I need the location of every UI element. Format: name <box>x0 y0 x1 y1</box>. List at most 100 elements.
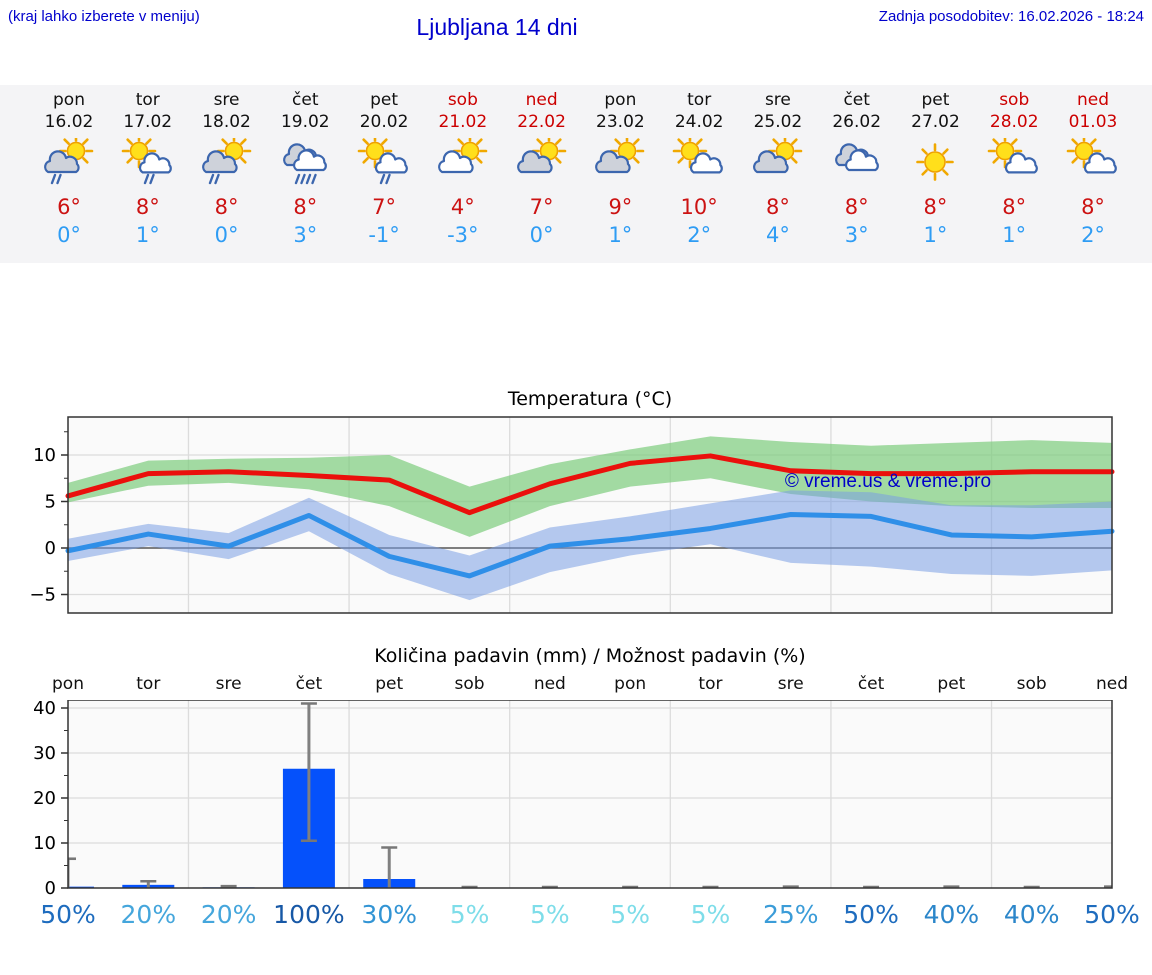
day-column: ned 01.03 8° 2° <box>1053 85 1133 249</box>
day-column: čet 19.02 8° 3° <box>265 85 345 249</box>
probability-label: 40% <box>1003 900 1060 929</box>
weather-icon-sun-cloud <box>516 133 566 174</box>
sun-ray <box>791 138 798 145</box>
y-tick-label: 30 <box>33 743 56 764</box>
day-date-label: 22.02 <box>517 112 566 132</box>
day-name-label: ned <box>525 90 558 110</box>
high-temp-label: 8° <box>135 195 160 219</box>
precip-day-label: pon <box>614 674 647 694</box>
day-icon-cell <box>187 133 267 190</box>
day-column: sre 25.02 8° 4° <box>738 85 818 249</box>
high-temp-label: 8° <box>293 195 318 219</box>
day-column: sre 18.02 8° 0° <box>187 85 267 249</box>
sun-ray <box>126 157 133 164</box>
sun-ray <box>921 169 929 176</box>
cloud-icon <box>293 149 328 172</box>
low-temp-label: 2° <box>1081 223 1105 247</box>
sun-ray <box>696 138 703 145</box>
sun-ray <box>82 138 89 145</box>
temp-line-min-temp <box>65 512 1115 579</box>
watermark-link[interactable]: © vreme.us & vreme.pro <box>785 471 991 492</box>
precip-day-label: čet <box>857 674 885 694</box>
y-tick-label: 0 <box>45 878 56 896</box>
sun-ray <box>1090 138 1097 145</box>
probability-label: 40% <box>923 900 980 929</box>
cloud-icon <box>516 150 553 174</box>
sun-ray <box>457 138 464 145</box>
precip-day-label: ned <box>1095 674 1129 694</box>
menu-hint-label: (kraj lahko izberete v meniju) <box>8 8 200 25</box>
temp-band-max-range <box>68 436 1112 537</box>
sun-icon <box>680 141 700 161</box>
day-column: ned 22.02 7° 0° <box>502 85 582 249</box>
plot-frame <box>67 700 1113 889</box>
probability-label: 20% <box>120 900 177 929</box>
plot-background <box>68 700 1112 888</box>
precip-day-label: sre <box>215 674 242 694</box>
weather-icon-sun-cloud <box>595 133 645 174</box>
low-temp-label: 3° <box>844 223 869 247</box>
temp-line-max-temp <box>65 453 1115 516</box>
sun-ray <box>921 148 929 155</box>
cloud-icon <box>595 150 632 174</box>
sun-ray <box>144 138 152 145</box>
sun-ray <box>554 138 562 145</box>
day-icon-cell <box>423 133 503 190</box>
sun-icon <box>995 141 1015 161</box>
sun-ray <box>362 138 369 145</box>
y-tick-label: 0 <box>45 538 56 559</box>
day-icon-cell <box>1053 133 1133 190</box>
low-temp-label: 1° <box>135 223 160 247</box>
day-date-label: 17.02 <box>123 112 173 132</box>
precipitation-chart-title: Količina padavin (mm) / Možnost padavin … <box>374 645 806 667</box>
forecast-strip: pon 16.02 6° 0° tor 17.02 8° 1° sre 18.02 8° 0° čet 1… <box>0 85 1152 263</box>
day-name-label: sob <box>999 90 1030 110</box>
sun-ray <box>475 138 483 145</box>
probability-label: 25% <box>762 900 819 929</box>
low-temp-label: 1° <box>1002 223 1027 247</box>
high-temp-label: 8° <box>923 195 948 219</box>
high-temp-label: 7° <box>372 195 397 219</box>
y-tick-label: 10 <box>33 445 56 466</box>
day-column: pet 20.02 7° -1° <box>344 85 424 249</box>
high-temp-label: 10° <box>680 195 718 219</box>
sun-ray <box>535 138 543 145</box>
precip-day-label: sob <box>1016 674 1047 694</box>
precip-day-label: pet <box>375 674 404 694</box>
precip-day-label: pet <box>937 674 966 694</box>
rain-icon <box>295 173 301 185</box>
high-temp-label: 9° <box>608 195 633 219</box>
probability-label: 5% <box>530 900 570 929</box>
day-name-label: čet <box>843 90 870 110</box>
sun-ray <box>362 157 369 164</box>
day-icon-cell <box>738 133 818 190</box>
sun-icon <box>129 141 149 161</box>
low-temp-label: 1° <box>923 223 948 247</box>
day-name-label: tor <box>687 90 712 110</box>
rain-icon <box>379 173 386 185</box>
high-temp-label: 8° <box>1081 195 1105 219</box>
sun-ray <box>942 169 950 176</box>
sun-ray <box>63 138 70 145</box>
sun-ray <box>1071 138 1078 145</box>
low-temp-label: 1° <box>608 223 633 247</box>
day-column: pet 27.02 8° 1° <box>895 85 975 249</box>
sun-ray <box>791 157 798 164</box>
day-icon-cell <box>580 133 660 190</box>
cloud-icon <box>844 149 879 172</box>
rain-icon <box>300 173 306 185</box>
sun-ray <box>677 138 685 145</box>
day-name-label: pet <box>370 90 399 110</box>
sun-ray <box>554 157 562 164</box>
sun-ray <box>633 138 640 145</box>
day-date-label: 23.02 <box>596 112 645 132</box>
day-column: tor 24.02 10° 2° <box>659 85 739 249</box>
precip-day-label: sob <box>454 674 485 694</box>
cloud-icon <box>138 152 172 174</box>
high-temp-label: 8° <box>765 195 790 219</box>
precip-day-label: sre <box>777 674 804 694</box>
sun-ray <box>677 157 685 164</box>
precipitation-chart: 0 10 20 30 40 <box>33 700 1113 896</box>
probability-label: 5% <box>610 900 650 929</box>
